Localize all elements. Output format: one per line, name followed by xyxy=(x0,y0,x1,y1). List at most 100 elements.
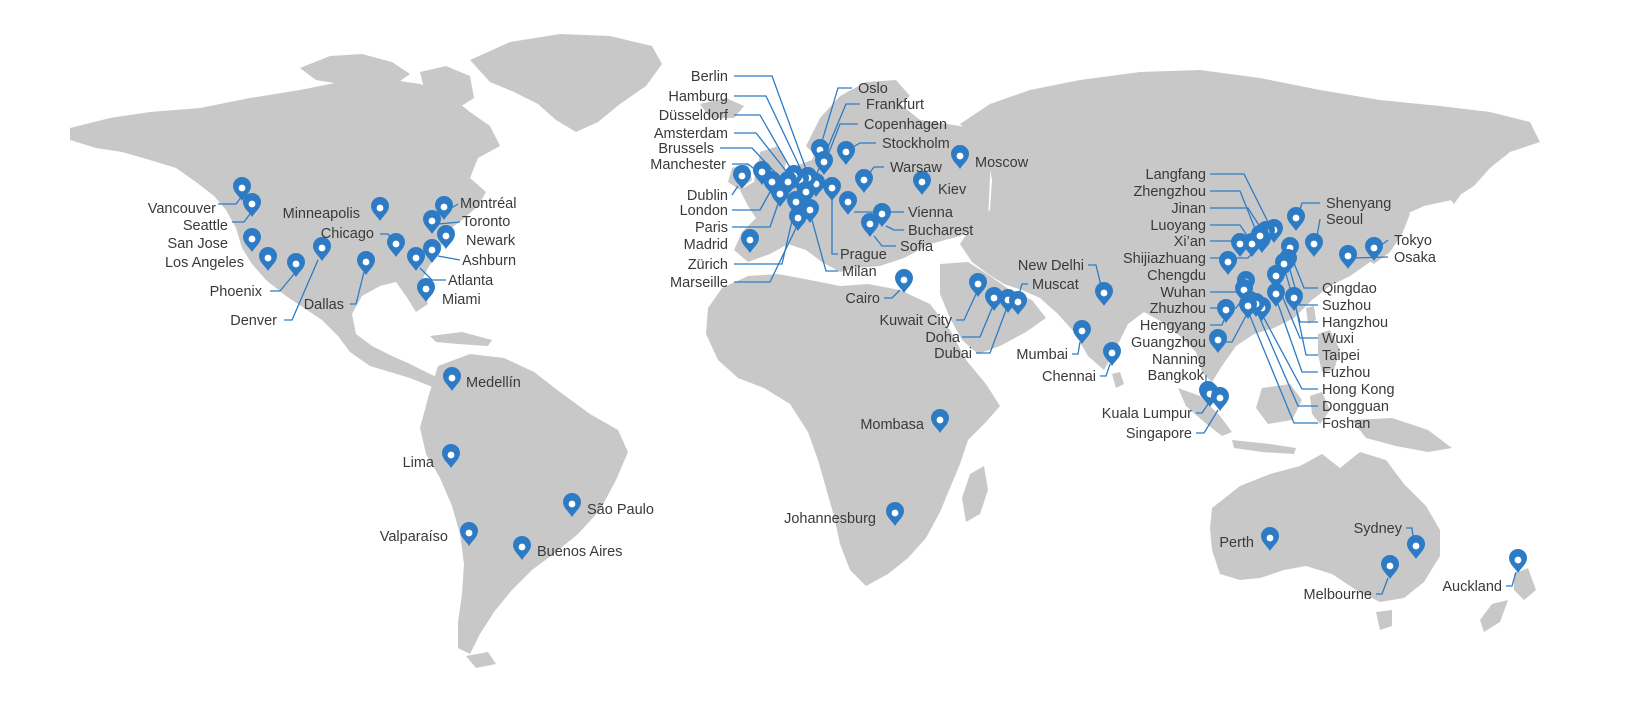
map-marker-icon-buenos-aires[interactable] xyxy=(513,536,531,560)
map-marker-icon-seoul[interactable] xyxy=(1305,233,1323,257)
map-marker-icon-new-delhi[interactable] xyxy=(1095,282,1113,306)
leader-line-taipei xyxy=(1295,307,1318,356)
leader-line-seattle xyxy=(232,213,251,223)
marker-center-dot xyxy=(918,178,926,186)
map-marker-icon-mumbai[interactable] xyxy=(1073,320,1091,344)
map-marker-icon-toronto[interactable] xyxy=(423,210,441,234)
map-marker-icon-san-jose[interactable] xyxy=(243,228,261,252)
map-marker-icon-osaka[interactable] xyxy=(1339,245,1357,269)
map-marker-icon-vienna[interactable] xyxy=(839,191,857,215)
map-marker-icon-muscat[interactable] xyxy=(1009,291,1027,315)
map-marker-icon-minneapolis[interactable] xyxy=(371,197,389,221)
marker-center-dot xyxy=(1244,302,1252,310)
leader-line-copenhagen xyxy=(825,123,858,161)
leader-line-osaka xyxy=(1353,256,1389,259)
map-marker-icon-tokyo[interactable] xyxy=(1365,237,1383,261)
map-marker-icon-stockholm[interactable] xyxy=(837,141,855,165)
leader-line-hong-kong xyxy=(1263,317,1318,390)
map-marker-icon-mombasa[interactable] xyxy=(931,409,949,433)
map-marker-icon-singapore[interactable] xyxy=(1211,387,1229,411)
city-label-mumbai: Mumbai xyxy=(1016,347,1068,363)
map-marker-icon-shijiazhuang[interactable] xyxy=(1251,225,1269,249)
map-marker-icon-sofia[interactable] xyxy=(861,213,879,237)
map-marker-icon-los-angeles[interactable] xyxy=(259,247,277,271)
leader-line-sofia xyxy=(873,235,896,247)
map-marker-icon-doha[interactable] xyxy=(985,287,1003,311)
map-marker-icon-chicago[interactable] xyxy=(387,233,405,257)
city-label-dongguan: Dongguan xyxy=(1322,399,1389,415)
city-label-stockholm: Stockholm xyxy=(882,136,950,152)
city-label-kuwait-city: Kuwait City xyxy=(879,313,952,329)
leader-line-hengyang xyxy=(1210,319,1225,326)
city-label-shenyang: Shenyang xyxy=(1326,196,1391,212)
map-marker-icon-lima[interactable] xyxy=(442,444,460,468)
map-marker-icon-phoenix[interactable] xyxy=(287,253,305,277)
map-marker-icon-miami[interactable] xyxy=(417,278,435,302)
city-label-los-angeles: Los Angeles xyxy=(165,255,244,271)
map-marker-icon-dallas[interactable] xyxy=(357,251,375,275)
map-marker-icon-newark[interactable] xyxy=(437,225,455,249)
city-label-phoenix: Phoenix xyxy=(210,284,263,300)
marker-center-dot xyxy=(412,254,420,262)
map-marker-icon-chengdu[interactable] xyxy=(1219,251,1237,275)
leader-line-dusseldorf xyxy=(734,114,797,179)
north-america-landmass xyxy=(70,78,500,396)
map-marker-icon-auckland[interactable] xyxy=(1509,549,1527,573)
city-label-dublin: Dublin xyxy=(687,188,728,204)
leader-line-atlanta xyxy=(419,267,446,281)
sri-lanka xyxy=(1112,372,1124,388)
map-marker-icon-kuwait-city[interactable] xyxy=(969,273,987,297)
leader-line-toronto xyxy=(437,221,461,225)
map-marker-icon-moscow[interactable] xyxy=(951,145,969,169)
marker-center-dot xyxy=(891,509,899,517)
map-marker-icon-denver[interactable] xyxy=(313,237,331,261)
city-label-kuala-lumpur: Kuala Lumpur xyxy=(1102,406,1192,422)
map-marker-icon-foshan[interactable] xyxy=(1239,295,1257,319)
map-marker-icon-milan[interactable] xyxy=(801,199,819,223)
map-marker-icon-johannesburg[interactable] xyxy=(886,502,904,526)
taiwan xyxy=(1306,306,1316,324)
map-marker-icon-copenhagen[interactable] xyxy=(815,151,833,175)
map-marker-icon-wuxi[interactable] xyxy=(1267,265,1285,289)
marker-center-dot xyxy=(518,543,526,551)
map-marker-icon-melbourne[interactable] xyxy=(1381,555,1399,579)
map-marker-icon-chennai[interactable] xyxy=(1103,342,1121,366)
map-marker-icon-frankfurt[interactable] xyxy=(797,181,815,205)
leader-line-paris xyxy=(732,203,779,228)
map-marker-icon-shenyang[interactable] xyxy=(1287,207,1305,231)
map-marker-icon-sydney[interactable] xyxy=(1407,535,1425,559)
leader-line-cairo xyxy=(884,289,901,299)
map-marker-icon-medellin[interactable] xyxy=(443,367,461,391)
map-marker-icon-prague[interactable] xyxy=(823,177,841,201)
map-marker-icon-xian[interactable] xyxy=(1231,233,1249,257)
map-marker-icon-taipei[interactable] xyxy=(1285,287,1303,311)
map-marker-icon-ashburn[interactable] xyxy=(423,239,441,263)
map-marker-icon-seattle[interactable] xyxy=(243,193,261,217)
sumatra xyxy=(1178,388,1232,436)
map-marker-icon-atlanta[interactable] xyxy=(407,247,425,271)
map-marker-icon-sao-paulo[interactable] xyxy=(563,493,581,517)
map-marker-icon-warsaw[interactable] xyxy=(855,169,873,193)
map-marker-icon-kiev[interactable] xyxy=(913,171,931,195)
map-marker-icon-perth[interactable] xyxy=(1261,527,1279,551)
marker-center-dot xyxy=(990,294,998,302)
city-label-doha: Doha xyxy=(925,330,961,346)
map-marker-icon-montreal[interactable] xyxy=(435,196,453,220)
map-marker-icon-madrid[interactable] xyxy=(741,229,759,253)
city-label-toronto: Toronto xyxy=(462,214,510,230)
map-marker-icon-nanning[interactable] xyxy=(1209,329,1227,353)
city-label-prague: Prague xyxy=(840,247,887,263)
map-marker-icon-paris[interactable] xyxy=(771,183,789,207)
marker-center-dot xyxy=(842,148,850,156)
south-america-landmass xyxy=(420,354,628,654)
map-marker-icon-valparaiso[interactable] xyxy=(460,522,478,546)
marker-center-dot xyxy=(1290,294,1298,302)
map-marker-icon-fuzhou[interactable] xyxy=(1267,283,1285,307)
map-marker-icon-cairo[interactable] xyxy=(895,269,913,293)
map-marker-icon-dublin[interactable] xyxy=(733,165,751,189)
arctic-islands xyxy=(300,54,410,86)
city-label-melbourne: Melbourne xyxy=(1303,587,1372,603)
map-marker-icon-hengyang[interactable] xyxy=(1217,299,1235,323)
city-label-shijiazhuang: Shijiazhuang xyxy=(1123,251,1206,267)
